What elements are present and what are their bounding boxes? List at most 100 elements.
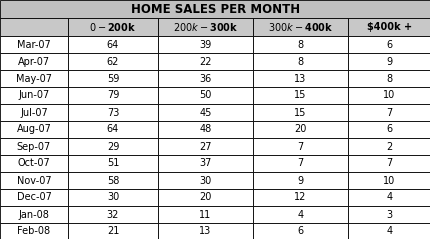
Bar (158, 87, 252, 104)
Text: Aug-07: Aug-07 (16, 125, 51, 135)
Text: 27: 27 (199, 141, 211, 152)
Bar (0, 104, 68, 121)
Text: HOME SALES PER MONTH: HOME SALES PER MONTH (131, 2, 299, 16)
Bar (68, 189, 158, 206)
Text: 8: 8 (386, 74, 392, 83)
Bar (252, 36, 347, 53)
Bar (158, 172, 252, 189)
Bar (252, 172, 347, 189)
Text: 45: 45 (199, 108, 211, 118)
Text: 2: 2 (385, 141, 392, 152)
Bar (0, 121, 68, 138)
Text: Nov-07: Nov-07 (17, 175, 51, 185)
Bar (347, 189, 430, 206)
Bar (347, 104, 430, 121)
Bar (252, 206, 347, 223)
Text: 15: 15 (294, 91, 306, 101)
Text: 7: 7 (385, 108, 392, 118)
Text: 13: 13 (294, 74, 306, 83)
Bar (0, 18, 68, 36)
Text: 50: 50 (199, 91, 211, 101)
Bar (252, 155, 347, 172)
Bar (158, 104, 252, 121)
Text: Apr-07: Apr-07 (18, 56, 50, 66)
Text: 4: 4 (386, 227, 392, 237)
Text: May-07: May-07 (16, 74, 52, 83)
Bar (68, 70, 158, 87)
Bar (0, 223, 68, 239)
Bar (158, 155, 252, 172)
Text: 32: 32 (107, 210, 119, 219)
Bar (68, 87, 158, 104)
Bar (158, 70, 252, 87)
Text: 7: 7 (297, 141, 303, 152)
Bar (347, 87, 430, 104)
Text: 8: 8 (297, 39, 303, 49)
Text: 11: 11 (199, 210, 211, 219)
Bar (68, 104, 158, 121)
Bar (252, 138, 347, 155)
Bar (0, 87, 68, 104)
Text: 8: 8 (297, 56, 303, 66)
Text: 13: 13 (199, 227, 211, 237)
Bar (252, 53, 347, 70)
Bar (158, 121, 252, 138)
Text: 62: 62 (107, 56, 119, 66)
Bar (68, 138, 158, 155)
Text: 37: 37 (199, 158, 211, 168)
Bar (68, 223, 158, 239)
Bar (0, 138, 68, 155)
Text: Oct-07: Oct-07 (18, 158, 50, 168)
Text: $200k - $300k: $200k - $300k (172, 21, 238, 33)
Bar (0, 189, 68, 206)
Text: 3: 3 (386, 210, 392, 219)
Text: 6: 6 (297, 227, 303, 237)
Bar (347, 172, 430, 189)
Bar (252, 121, 347, 138)
Bar (68, 18, 158, 36)
Bar (0, 206, 68, 223)
Bar (68, 121, 158, 138)
Bar (252, 87, 347, 104)
Text: 12: 12 (294, 192, 306, 202)
Bar (252, 104, 347, 121)
Text: Jul-07: Jul-07 (20, 108, 48, 118)
Bar (158, 53, 252, 70)
Bar (0, 155, 68, 172)
Text: 10: 10 (383, 91, 395, 101)
Bar (68, 172, 158, 189)
Text: 20: 20 (294, 125, 306, 135)
Text: 6: 6 (386, 39, 392, 49)
Text: 29: 29 (107, 141, 119, 152)
Bar (252, 189, 347, 206)
Text: 51: 51 (107, 158, 119, 168)
Text: 22: 22 (199, 56, 211, 66)
Text: 10: 10 (383, 175, 395, 185)
Text: 59: 59 (107, 74, 119, 83)
Bar (347, 155, 430, 172)
Bar (347, 36, 430, 53)
Text: 21: 21 (107, 227, 119, 237)
Bar (252, 18, 347, 36)
Text: 64: 64 (107, 39, 119, 49)
Text: 30: 30 (107, 192, 119, 202)
Text: 6: 6 (386, 125, 392, 135)
Bar (158, 189, 252, 206)
Bar (347, 18, 430, 36)
Bar (158, 36, 252, 53)
Text: 15: 15 (294, 108, 306, 118)
Text: 4: 4 (386, 192, 392, 202)
Bar (68, 53, 158, 70)
Text: 7: 7 (297, 158, 303, 168)
Text: 7: 7 (385, 158, 392, 168)
Text: 9: 9 (386, 56, 392, 66)
Text: Jan-08: Jan-08 (18, 210, 49, 219)
Text: $0 - $200k: $0 - $200k (89, 21, 136, 33)
Text: Mar-07: Mar-07 (17, 39, 51, 49)
Bar (68, 155, 158, 172)
Text: 64: 64 (107, 125, 119, 135)
Bar (68, 36, 158, 53)
Text: 39: 39 (199, 39, 211, 49)
Bar (158, 206, 252, 223)
Bar (347, 53, 430, 70)
